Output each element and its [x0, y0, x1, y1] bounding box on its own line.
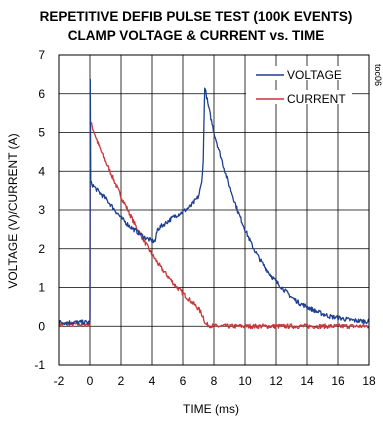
legend-bg: [246, 90, 352, 104]
x-tick-label: 16: [331, 374, 345, 388]
y-tick-label: 3: [38, 203, 45, 217]
series-line-current: [58, 122, 370, 330]
grid-lines: [59, 55, 369, 365]
y-tick-label: 7: [38, 48, 45, 62]
x-tick-label: 8: [211, 374, 218, 388]
y-tick-label: 0: [38, 319, 45, 333]
legend-label-voltage: VOLTAGE: [287, 68, 342, 82]
y-tick-label: 2: [38, 242, 45, 256]
y-tick-label: 1: [38, 281, 45, 295]
series-group: [58, 78, 370, 330]
chart-title-line1: REPETITIVE DEFIB PULSE TEST (100K EVENTS…: [40, 9, 353, 24]
x-tick-label: 12: [269, 374, 283, 388]
x-tick-label: 14: [300, 374, 314, 388]
figure-code: toc06: [373, 64, 383, 86]
y-axis-label: VOLTAGE (V)/CURRENT (A): [6, 133, 20, 288]
chart-title-line2: CLAMP VOLTAGE & CURRENT vs. TIME: [68, 28, 325, 43]
y-tick-label: 6: [38, 87, 45, 101]
x-tick-label: 0: [87, 374, 94, 388]
y-tick-label: -1: [34, 358, 45, 372]
legend-bg: [246, 66, 352, 80]
y-tick-label: 4: [38, 164, 45, 178]
y-tick-label: 5: [38, 126, 45, 140]
x-tick-label: 6: [180, 374, 187, 388]
x-tick-label: 4: [149, 374, 156, 388]
x-tick-label: 10: [238, 374, 252, 388]
x-tick-label: 2: [118, 374, 125, 388]
x-tick-label: 18: [362, 374, 376, 388]
plot-frame: [58, 54, 370, 366]
x-axis-label: TIME (ms): [183, 402, 239, 416]
legend-label-current: CURRENT: [287, 92, 346, 106]
series-line-voltage: [58, 78, 370, 326]
x-tick-label: -2: [54, 374, 65, 388]
legend: VOLTAGE CURRENT: [246, 66, 352, 106]
